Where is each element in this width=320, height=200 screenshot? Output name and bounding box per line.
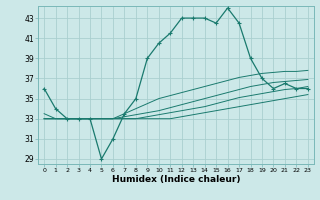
X-axis label: Humidex (Indice chaleur): Humidex (Indice chaleur) (112, 175, 240, 184)
